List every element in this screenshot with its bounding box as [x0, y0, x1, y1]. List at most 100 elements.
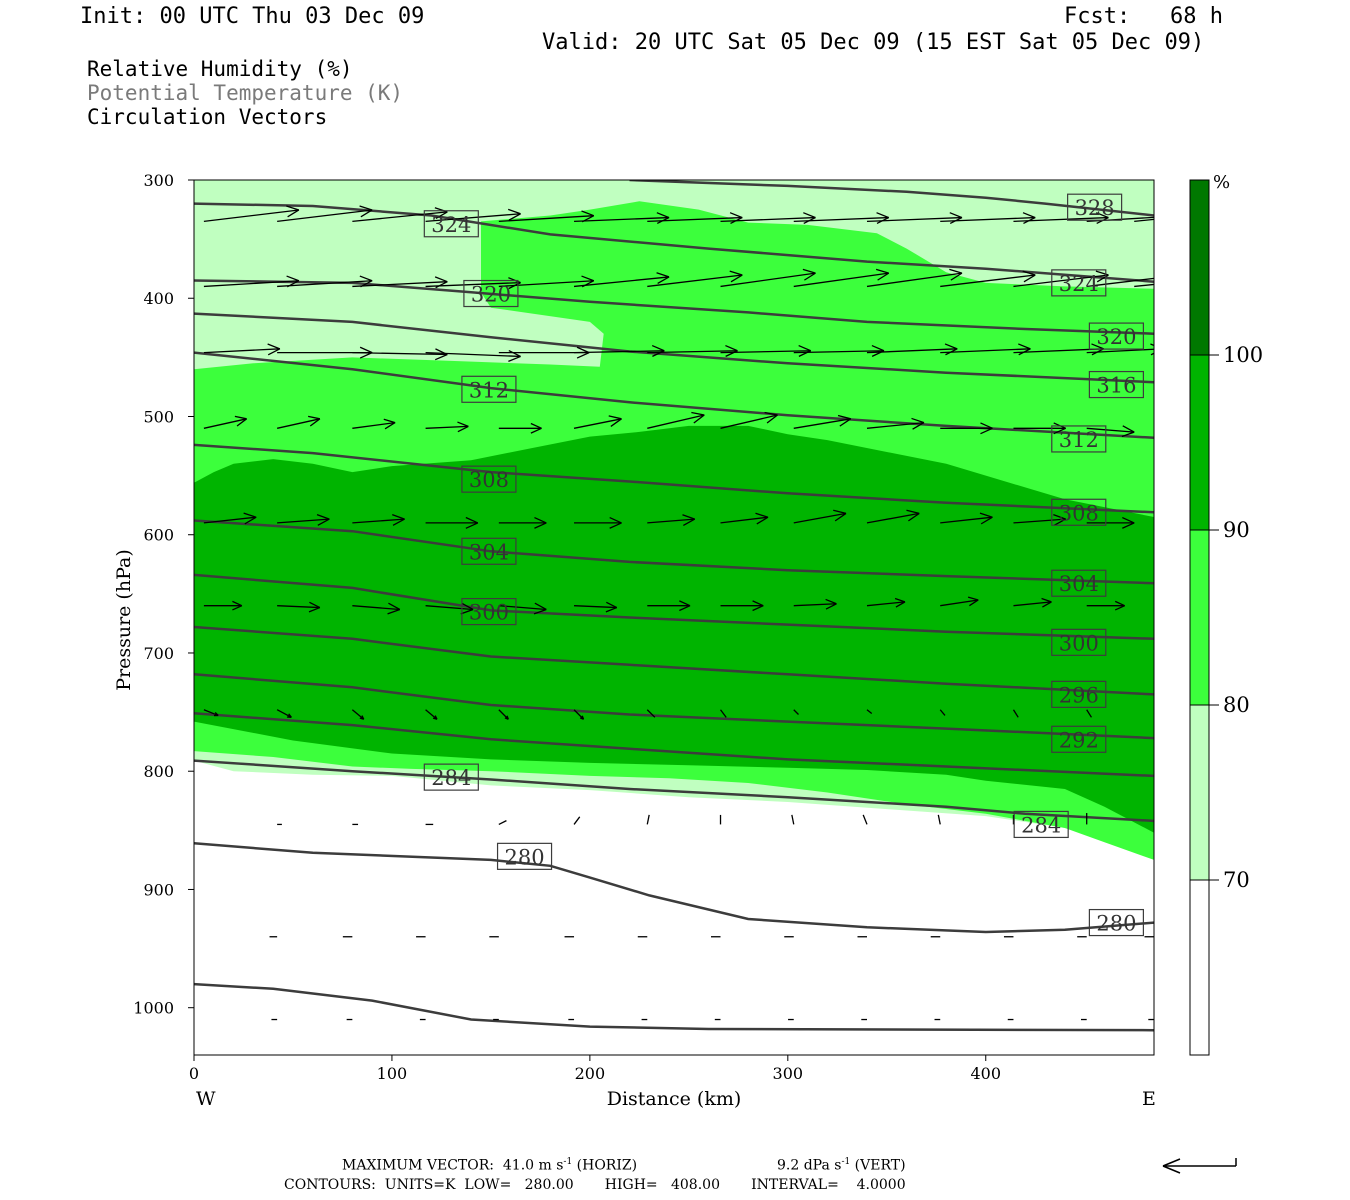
west-label: W: [196, 1088, 216, 1110]
contour-label: 304: [461, 537, 517, 565]
colorbar: 100 90 80 70%: [1189, 172, 1263, 1056]
circulation-vector: [352, 276, 448, 289]
y-tick-label: 800: [143, 762, 174, 781]
circulation-vector: [351, 709, 365, 720]
circulation-vector: [573, 272, 670, 288]
circulation-vector: [719, 709, 727, 718]
circulation-vector: [425, 349, 521, 362]
circulation-vector: [498, 709, 509, 720]
theta-contour-296: [194, 625, 1154, 696]
theta-contour-304: [194, 519, 1154, 585]
contour-label-text: 304: [1059, 572, 1099, 596]
forecast-hour: Fcst: 68 h: [1064, 4, 1223, 29]
circulation-vector: [276, 709, 292, 718]
contour-label: 320: [1088, 322, 1144, 350]
colorbar-frame: [1189, 179, 1210, 1056]
max-vector-vert: 9.2 dPa s: [777, 1157, 842, 1174]
theta-contour-324: [194, 202, 1154, 283]
contour-label-text: 312: [469, 378, 509, 402]
colorbar-label: 90: [1223, 518, 1250, 542]
circulation-vector: [574, 601, 618, 613]
circulation-vector: [866, 417, 925, 430]
circulation-vector: [203, 512, 257, 525]
circulation-vector: [203, 343, 281, 356]
theta-contour-308: [194, 443, 1154, 514]
contour-label: 312: [461, 375, 517, 403]
max-vector-exp2: -1: [841, 1157, 851, 1167]
theta-contour-320: [194, 279, 1154, 335]
rh-fill-layer: [194, 180, 1154, 860]
circulation-vector: [720, 512, 769, 525]
legend-relative-humidity: Relative Humidity (%): [87, 57, 353, 81]
theta-contour-288: [194, 712, 1154, 778]
theta-contour-312: [194, 351, 1154, 440]
circulation-vector: [866, 509, 920, 524]
contour-label: 280: [1088, 908, 1144, 937]
circulation-vector: [1013, 513, 1067, 526]
circulation-vector: [940, 596, 979, 607]
circulation-vector: [1086, 709, 1093, 718]
contours-info: CONTOURS: UNITS=K LOW= 280.00 HIGH= 408.…: [284, 1177, 906, 1193]
circulation-vector: [425, 421, 469, 433]
contour-label: 280: [496, 842, 553, 870]
circulation-vector: [425, 208, 521, 223]
theta-contour-328: [629, 180, 1154, 217]
circulation-vector: [1134, 283, 1154, 288]
circulation-vector: [793, 509, 847, 524]
circulation-vector: [793, 709, 799, 715]
contour-label: 324: [423, 210, 479, 238]
theta-contour-284: [194, 759, 1154, 823]
legend-potential-temperature: Potential Temperature (K): [87, 81, 404, 105]
contour-label-text: 324: [1059, 272, 1099, 296]
colorbar-label: 100: [1223, 343, 1263, 367]
circulation-vector: [425, 516, 479, 529]
circulation-vector: [1086, 343, 1154, 356]
max-vector-vert-line: 9.2 dPa s-1 (VERT): [777, 1157, 906, 1174]
circulation-vector: [498, 820, 507, 826]
contour-label-text: 284: [431, 766, 471, 790]
y-tick-label: 300: [143, 171, 174, 190]
circulation-vector: [277, 205, 373, 223]
colorbar-segment: [1190, 530, 1209, 705]
contour-label: 292: [1051, 725, 1107, 753]
contour-label-layer: 324 320 312 308 304 300 284 280 328 324 320 316 312 3…: [423, 193, 1144, 937]
east-label: E: [1142, 1088, 1156, 1110]
circulation-vector: [1134, 218, 1154, 223]
x-tick-label: 200: [575, 1064, 606, 1083]
colorbar-segment: [1190, 880, 1209, 1055]
y-tick-label: 1000: [133, 999, 174, 1018]
y-tick-label: 600: [143, 526, 174, 545]
circulation-vector: [720, 411, 778, 429]
circulation-vector: [203, 709, 219, 717]
contour-label-text: 328: [1075, 196, 1115, 220]
circulation-vector: [1012, 709, 1019, 718]
valid-time: Valid: 20 UTC Sat 05 Dec 09 (15 EST Sat …: [542, 30, 1205, 55]
contour-label: 324: [1051, 269, 1107, 297]
circulation-vector: [647, 514, 696, 526]
theta-contour-292: [194, 673, 1154, 740]
circulation-vector: [793, 268, 890, 288]
legend-circulation-vectors: Circulation Vectors: [87, 105, 328, 129]
circulation-vector: [1086, 600, 1125, 611]
contour-label-text: 308: [1059, 501, 1099, 525]
contour-label-text: 280: [1096, 912, 1136, 936]
colorbar-segment: [1190, 355, 1209, 530]
circulation-vector: [425, 602, 474, 615]
contour-label-text: 296: [1059, 683, 1099, 707]
contour-label-text: 312: [1059, 428, 1099, 452]
theta-contour-280: [194, 842, 1154, 934]
y-tick-label: 500: [143, 407, 174, 426]
x-axis-label: Distance (km): [607, 1088, 742, 1110]
circulation-vector: [793, 598, 837, 610]
circulation-vector: [277, 601, 321, 613]
colorbar-label: 70: [1223, 868, 1250, 892]
circulation-vector: [939, 709, 946, 716]
contour-label: 304: [1051, 569, 1107, 597]
y-tick-label: 400: [143, 289, 174, 308]
circulation-vector: [573, 709, 585, 720]
y-tick-label: 900: [143, 880, 174, 899]
x-tick-label: 300: [773, 1064, 804, 1083]
init-time: Init: 00 UTC Thu 03 Dec 09: [80, 4, 425, 29]
contour-label-text: 308: [469, 468, 509, 492]
